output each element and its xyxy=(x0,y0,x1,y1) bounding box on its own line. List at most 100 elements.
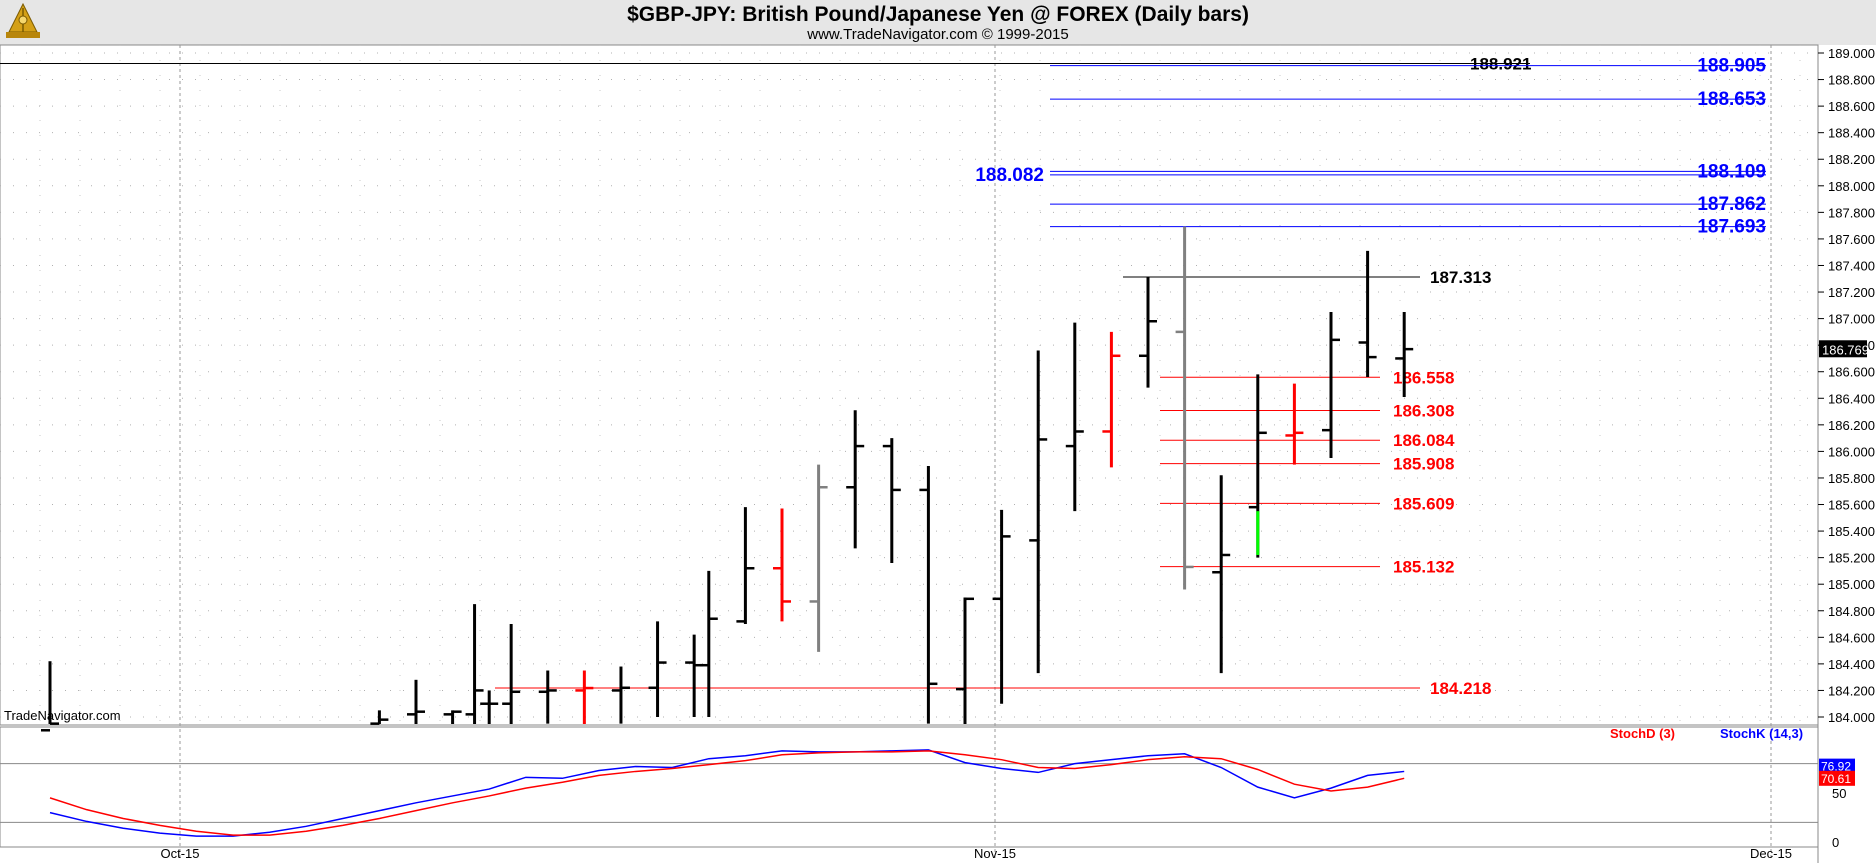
ohlc-bar xyxy=(502,624,521,724)
price-panel-frame xyxy=(0,44,1819,726)
price-tick-label: 185.200 xyxy=(1828,551,1875,566)
price-tick-label: 186.000 xyxy=(1828,444,1875,459)
ohlc-bar xyxy=(575,670,594,724)
level-label: 186.084 xyxy=(1393,431,1455,450)
ohlc-bar xyxy=(648,621,667,717)
date-tick-label: Nov-15 xyxy=(974,846,1016,861)
price-tick-label: 189.000 xyxy=(1828,46,1875,61)
level-label: 185.908 xyxy=(1393,455,1454,474)
ohlc-bar xyxy=(882,438,901,563)
price-axis: 184.000 184.200 184.400 184.600 184.800 185.0… xyxy=(1818,46,1875,725)
last-price-tag xyxy=(1819,340,1867,358)
price-tick-label: 188.200 xyxy=(1828,152,1875,167)
level-label: 186.308 xyxy=(1393,401,1454,420)
stoch-panel-frame xyxy=(0,726,1819,848)
tradenavigator-logo-icon xyxy=(6,2,40,38)
price-tick-label: 184.200 xyxy=(1828,683,1875,698)
price-tick-label: 187.600 xyxy=(1828,232,1875,247)
level-label: 188.109 xyxy=(1697,161,1766,182)
price-tick-label: 188.000 xyxy=(1828,179,1875,194)
level-label: 185.132 xyxy=(1393,558,1454,577)
price-tick-label: 188.400 xyxy=(1828,126,1875,141)
price-tick-label: 185.400 xyxy=(1828,524,1875,539)
date-tick-label: Oct-15 xyxy=(160,846,199,861)
ohlc-bar xyxy=(443,710,462,724)
price-tick-label: 184.000 xyxy=(1828,710,1875,725)
ohlc-bar xyxy=(1285,383,1304,465)
date-tick-label: Dec-15 xyxy=(1750,846,1792,861)
ohlc-bar xyxy=(736,507,755,625)
ohlc-bar xyxy=(846,410,865,549)
level-label: 188.921 xyxy=(1470,54,1531,73)
ohlc-bar xyxy=(407,679,425,724)
price-tick-label: 187.800 xyxy=(1828,205,1875,220)
ohlc-bar xyxy=(1358,250,1377,378)
level-label: 185.609 xyxy=(1393,494,1454,513)
price-tick-label: 184.400 xyxy=(1828,657,1875,672)
price-tick-label: 184.800 xyxy=(1828,604,1875,619)
ohlc-bar xyxy=(611,666,630,724)
chart-header: $GBP-JPY: British Pound/Japanese Yen @ F… xyxy=(0,0,1876,45)
ohlc-bar xyxy=(809,464,828,652)
price-levels: 188.921 188.905 188.653 188.109 188.082 187.8… xyxy=(0,54,1766,698)
ohlc-bar xyxy=(538,670,557,724)
level-label: 187.693 xyxy=(1697,217,1766,238)
ohlc-bar xyxy=(370,710,389,725)
stoch-tick-label: 50 xyxy=(1832,786,1846,801)
stoch-series-d xyxy=(49,750,1405,836)
price-tick-label: 188.800 xyxy=(1828,73,1875,88)
ohlc-bar xyxy=(699,570,718,717)
price-tick-label: 188.600 xyxy=(1828,99,1875,114)
ohlc-bar xyxy=(1139,277,1157,388)
ohlc-bar xyxy=(465,604,484,724)
level-label: 188.082 xyxy=(975,165,1044,186)
ohlc-bar xyxy=(1029,350,1048,674)
watermark: TradeNavigator.com xyxy=(4,708,121,723)
chart-subtitle: www.TradeNavigator.com © 1999-2015 xyxy=(807,26,1069,43)
ohlc-bar xyxy=(1395,311,1414,397)
level-label: 187.313 xyxy=(1430,268,1491,287)
level-label: 187.862 xyxy=(1697,194,1766,215)
ohlc-bar xyxy=(1212,475,1231,674)
ohlc-bar xyxy=(1175,226,1194,590)
ohlc-bar xyxy=(919,466,938,724)
level-label: 188.653 xyxy=(1697,89,1766,110)
ohlc-bar xyxy=(685,634,704,717)
ohlc-bars xyxy=(41,226,1414,732)
ohlc-bar xyxy=(956,597,974,724)
price-tick-label: 187.400 xyxy=(1828,258,1875,273)
ohlc-bar xyxy=(773,508,791,622)
price-tick-label: 187.000 xyxy=(1828,312,1875,327)
stoch-k-value: 76.92 xyxy=(1821,760,1851,774)
stoch-d-value: 70.61 xyxy=(1821,772,1851,786)
ohlc-bar xyxy=(992,509,1011,704)
price-tick-label: 184.600 xyxy=(1828,630,1875,645)
price-tick-label: 186.400 xyxy=(1828,391,1875,406)
price-tick-label: 187.200 xyxy=(1828,285,1875,300)
ohlc-bar xyxy=(1102,331,1121,468)
ohlc-bar xyxy=(41,661,59,732)
ohlc-bar xyxy=(1322,311,1340,459)
ohlc-bar xyxy=(480,690,499,724)
level-label: 186.558 xyxy=(1393,368,1454,387)
grid xyxy=(0,44,1819,863)
stoch-series-k xyxy=(49,749,1405,837)
price-tick-label: 185.000 xyxy=(1828,577,1875,592)
stoch-d-tag xyxy=(1819,770,1855,786)
price-tick-label: 186.200 xyxy=(1828,418,1875,433)
stoch-legend-item: StochD (3) xyxy=(1610,726,1675,741)
price-tick-label: 185.800 xyxy=(1828,471,1875,486)
stoch-k-tag xyxy=(1819,758,1855,774)
chart-title: $GBP-JPY: British Pound/Japanese Yen @ F… xyxy=(627,3,1249,26)
price-tick-label: 186.600 xyxy=(1828,365,1875,380)
level-label: 184.218 xyxy=(1430,679,1491,698)
level-label: 188.905 xyxy=(1697,56,1766,77)
stoch-legend-item: StochK (14,3) xyxy=(1720,726,1803,741)
last-price-label: 186.769 xyxy=(1822,342,1869,357)
stoch-tick-label: 0 xyxy=(1832,835,1839,850)
ohlc-bar xyxy=(1065,322,1084,512)
date-axis: Oct-15 Nov-15 Dec-15 xyxy=(160,846,1791,861)
price-tick-label: 185.600 xyxy=(1828,498,1875,513)
